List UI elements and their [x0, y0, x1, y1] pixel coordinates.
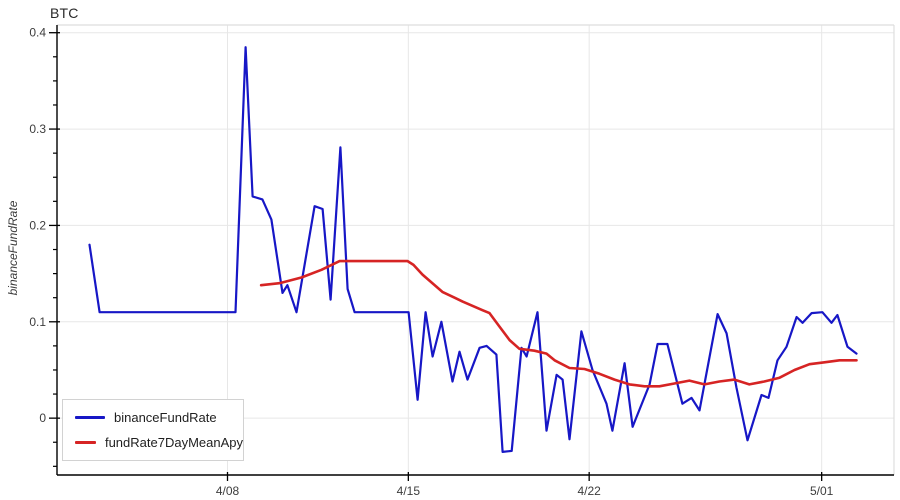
- x-tick-label: 4/22: [577, 484, 601, 498]
- series-line-binanceFundRate: [88, 46, 858, 453]
- y-tick-label: 0.2: [29, 218, 46, 232]
- legend: binanceFundRate fundRate7DayMeanApy: [62, 399, 244, 461]
- y-tick-label: 0.1: [29, 315, 46, 329]
- x-tick-label: 4/08: [216, 484, 240, 498]
- legend-line-sample-blue: [75, 416, 105, 419]
- y-tick-label: 0.4: [29, 26, 46, 40]
- legend-label-binanceFundRate: binanceFundRate: [114, 410, 217, 425]
- legend-label-fundRate7DayMeanApy: fundRate7DayMeanApy: [104, 435, 243, 450]
- x-tick-label: 5/01: [810, 484, 834, 498]
- y-tick-label: 0.3: [29, 122, 46, 136]
- legend-item-binanceFundRate: binanceFundRate: [75, 410, 243, 425]
- legend-item-fundRate7DayMeanApy: fundRate7DayMeanApy: [75, 435, 243, 450]
- series-line-fundRate7DayMeanApy: [259, 259, 858, 388]
- y-tick-label: 0: [39, 411, 46, 425]
- y-axis-label: binanceFundRate: [6, 200, 20, 296]
- legend-line-sample-red: [75, 441, 96, 444]
- x-tick-label: 4/15: [397, 484, 421, 498]
- chart-title: BTC: [50, 5, 79, 21]
